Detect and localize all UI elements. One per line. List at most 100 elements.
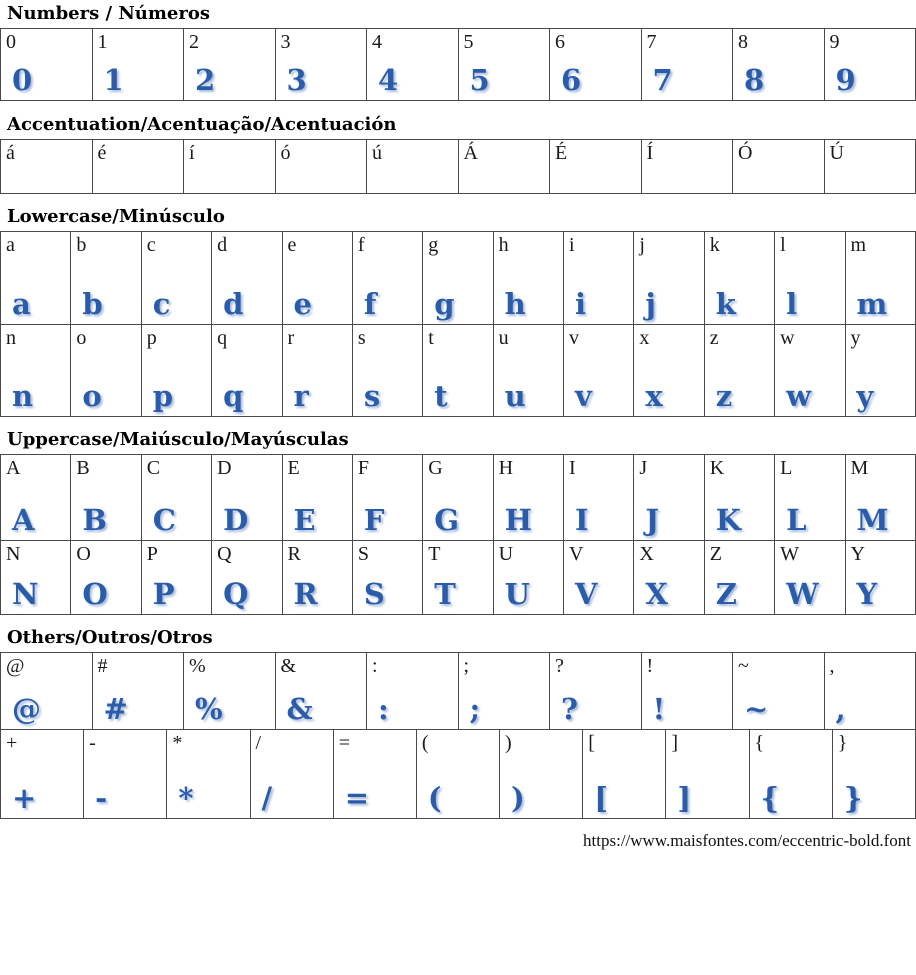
font-glyph: I bbox=[575, 503, 589, 537]
glyph-table: + + - - * * / / = =(())[[]]{{}} bbox=[0, 729, 916, 819]
reference-char: é bbox=[97, 142, 107, 164]
glyph-cell: á bbox=[0, 139, 93, 194]
reference-char: t bbox=[428, 327, 434, 349]
glyph-cell: / / bbox=[249, 729, 334, 819]
reference-char: : bbox=[372, 655, 378, 677]
font-glyph: + bbox=[12, 781, 37, 815]
reference-char: [ bbox=[588, 732, 595, 754]
reference-char: ~ bbox=[738, 655, 749, 677]
reference-char: 9 bbox=[829, 31, 840, 53]
font-glyph: y bbox=[856, 379, 874, 413]
reference-char: H bbox=[498, 457, 514, 479]
font-glyph: 3 bbox=[286, 63, 307, 97]
reference-char: K bbox=[709, 457, 725, 479]
reference-char: p bbox=[146, 327, 157, 349]
font-glyph: k bbox=[715, 287, 736, 321]
font-glyph: / bbox=[261, 781, 273, 815]
glyph-cell: {{ bbox=[748, 729, 833, 819]
font-glyph: # bbox=[103, 692, 128, 726]
glyph-cell: !! bbox=[640, 652, 733, 730]
reference-char: } bbox=[837, 732, 848, 754]
reference-char: Q bbox=[217, 543, 232, 565]
glyph-cell: ;; bbox=[457, 652, 550, 730]
reference-char: Z bbox=[709, 543, 722, 565]
reference-char: ] bbox=[671, 732, 679, 754]
font-glyph: 9 bbox=[835, 63, 856, 97]
font-glyph: x bbox=[645, 379, 663, 413]
font-glyph: g bbox=[434, 287, 455, 321]
reference-char: 5 bbox=[463, 31, 474, 53]
glyph-cell: # # bbox=[91, 652, 184, 730]
reference-char: ) bbox=[505, 732, 512, 754]
reference-char: Í bbox=[646, 142, 654, 164]
font-glyph: T bbox=[434, 577, 456, 611]
reference-char: Á bbox=[463, 142, 478, 164]
font-glyph: v bbox=[575, 379, 592, 413]
font-glyph: D bbox=[223, 503, 249, 537]
glyph-tables-others: @ @ # #%% & &::;;??!! ~ ~,, + + - - * * / / = =(())[[]]{{… bbox=[0, 652, 916, 819]
glyph-cell: Ú bbox=[823, 139, 916, 194]
reference-char: B bbox=[76, 457, 90, 479]
font-glyph: i bbox=[575, 287, 587, 321]
reference-char: E bbox=[287, 457, 300, 479]
reference-char: k bbox=[709, 234, 720, 256]
font-glyph: q bbox=[223, 379, 244, 413]
reference-char: l bbox=[780, 234, 786, 256]
glyph-cell: [[ bbox=[582, 729, 667, 819]
font-glyph: B bbox=[82, 503, 107, 537]
reference-char: É bbox=[555, 142, 568, 164]
reference-char: ; bbox=[463, 655, 470, 677]
font-glyph: & bbox=[286, 692, 313, 726]
glyph-cell: + + bbox=[0, 729, 85, 819]
font-glyph: 7 bbox=[652, 63, 673, 97]
reference-char: ó bbox=[280, 142, 291, 164]
glyph-cell: é bbox=[91, 139, 184, 194]
font-glyph: t bbox=[434, 379, 448, 413]
reference-char: % bbox=[189, 655, 206, 677]
reference-char: m bbox=[850, 234, 867, 256]
reference-char: O bbox=[76, 543, 91, 565]
reference-char: J bbox=[639, 457, 648, 479]
font-glyph: ! bbox=[652, 692, 666, 726]
reference-char: w bbox=[780, 327, 795, 349]
font-glyph: * bbox=[178, 781, 194, 815]
reference-char: N bbox=[6, 543, 21, 565]
font-glyph: K bbox=[715, 503, 741, 537]
reference-char: s bbox=[357, 327, 366, 349]
font-glyph: b bbox=[82, 287, 103, 321]
font-glyph: L bbox=[786, 503, 807, 537]
glyph-cell: Í bbox=[640, 139, 733, 194]
font-glyph: [ bbox=[594, 781, 608, 815]
reference-char: G bbox=[428, 457, 443, 479]
glyph-cell: %% bbox=[183, 652, 276, 730]
font-glyph: f bbox=[363, 287, 377, 321]
glyph-cell: Á bbox=[457, 139, 550, 194]
glyph-cell: ?? bbox=[549, 652, 642, 730]
reference-char: f bbox=[357, 234, 365, 256]
reference-char: @ bbox=[6, 655, 25, 677]
font-glyph: 6 bbox=[561, 63, 582, 97]
reference-char: j bbox=[639, 234, 645, 256]
reference-char: y bbox=[850, 327, 861, 349]
reference-char: - bbox=[89, 732, 96, 754]
